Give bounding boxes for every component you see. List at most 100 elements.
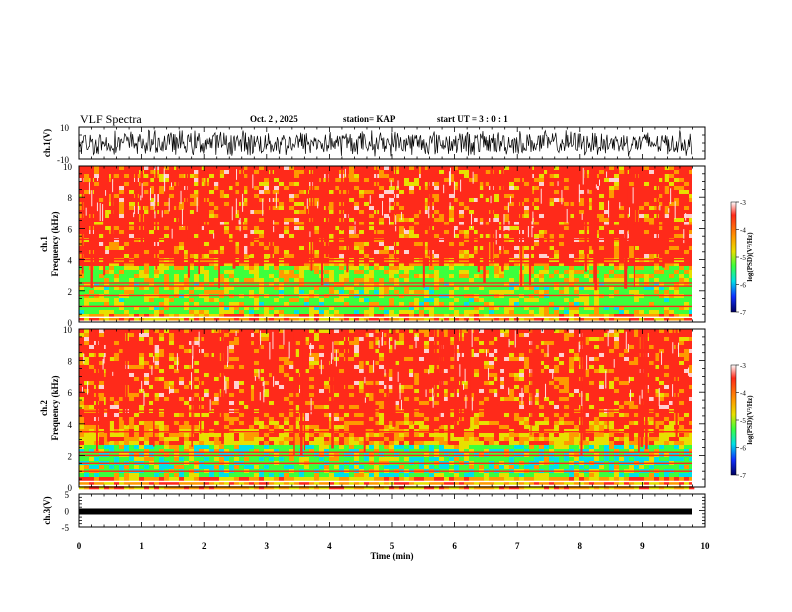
spectrogram-cell <box>609 242 615 247</box>
spectrogram-cell <box>214 254 220 259</box>
spectrogram-cell <box>359 234 365 239</box>
spectrogram-cell <box>444 290 450 295</box>
spectrogram-cell <box>664 286 670 291</box>
spectrogram-cell <box>184 282 190 287</box>
spectrogram-cell <box>569 170 575 175</box>
spectrogram-cell <box>214 194 220 199</box>
spectrogram-cell <box>169 262 175 267</box>
spectrogram-cell <box>124 310 130 315</box>
spectrogram-cell <box>369 314 375 319</box>
spectrogram-cell <box>554 238 560 243</box>
spectrogram-cell <box>649 266 655 271</box>
spectrogram-cell <box>179 254 185 259</box>
spectrogram-cell <box>84 186 90 191</box>
spectrogram-cell <box>454 170 460 175</box>
spectrogram-cell <box>504 318 510 323</box>
spectrogram-cell <box>444 302 450 307</box>
spectrogram-cell <box>334 314 340 319</box>
spectrogram-cell <box>644 242 650 247</box>
spectrogram-cell <box>234 310 240 315</box>
spectrogram-cell <box>104 314 110 319</box>
spectrogram-cell <box>119 182 125 187</box>
spectrogram-cell <box>389 230 395 235</box>
spectrogram-cell <box>504 314 510 319</box>
spectrogram-speckle <box>674 201 676 219</box>
spectrogram-cell <box>249 170 255 175</box>
spectrogram-cell <box>599 238 605 243</box>
spectrogram-cell <box>164 226 170 231</box>
spectrogram-cell <box>184 242 190 247</box>
spectrogram-cell <box>254 198 260 203</box>
spectrogram-cell <box>354 306 360 311</box>
spectrogram-speckle <box>531 221 533 238</box>
spectrogram-cell <box>479 218 485 223</box>
spectrogram-cell <box>159 242 165 247</box>
spectrogram-streak <box>185 166 188 240</box>
spectrogram-cell <box>179 194 185 199</box>
spectrogram-cell <box>329 266 335 271</box>
spectrogram-cell <box>414 206 420 211</box>
spectrogram-cell <box>549 262 555 267</box>
spectrogram-cell <box>614 310 620 315</box>
spectrogram-cell <box>234 254 240 259</box>
spectrogram-cell <box>649 186 655 191</box>
spectrogram-cell <box>384 230 390 235</box>
spectrogram-cell <box>449 178 455 183</box>
spectrogram-cell <box>174 306 180 311</box>
spectrogram-cell <box>509 170 515 175</box>
spectrogram-cell <box>419 318 425 323</box>
spectrogram-cell <box>334 198 340 203</box>
spectrogram-cell <box>574 206 580 211</box>
spectrogram-cell <box>664 278 670 283</box>
spectrogram-cell <box>84 230 90 235</box>
spectrogram-cell <box>439 234 445 239</box>
spectrogram-cell <box>294 278 300 283</box>
spectrogram-cell <box>434 174 440 179</box>
spectrogram-cell <box>259 174 265 179</box>
spectrogram-cell <box>439 166 445 171</box>
spectrogram-cell <box>449 166 455 171</box>
spectrogram-cell <box>414 178 420 183</box>
spectrogram-cell <box>619 222 625 227</box>
spectrogram-cell <box>629 166 635 171</box>
spectrogram-cell <box>559 170 565 175</box>
spectrogram-cell <box>99 170 105 175</box>
spectrogram-cell <box>254 318 260 323</box>
spectrogram-cell <box>579 310 585 315</box>
spectrogram-cell <box>234 298 240 303</box>
spectrogram-cell <box>474 230 480 235</box>
spectrogram-cell <box>119 190 125 195</box>
spectrogram-cell <box>199 266 205 271</box>
spectrogram-cell <box>349 262 355 267</box>
spectrogram-cell <box>114 214 120 219</box>
spectrogram-cell <box>444 282 450 287</box>
spectrogram-cell <box>359 246 365 251</box>
spectrogram-cell <box>574 246 580 251</box>
spectrogram-cell <box>479 282 485 287</box>
spectrogram-cell <box>614 190 620 195</box>
spectrogram-cell <box>509 186 515 191</box>
spectrogram-cell <box>264 242 270 247</box>
spectrogram-cell <box>79 393 85 398</box>
spectrogram-cell <box>629 214 635 219</box>
spectrogram-cell <box>314 230 320 235</box>
spectrogram-cell <box>464 198 470 203</box>
spectrogram-cell <box>94 186 100 191</box>
spectrogram-cell <box>399 234 405 239</box>
spectrogram-cell <box>574 298 580 303</box>
spectrogram-cell <box>359 286 365 291</box>
spectrogram-cell <box>364 246 370 251</box>
spectrogram-cell <box>474 286 480 291</box>
spectrogram-cell <box>214 206 220 211</box>
spectrogram-cell <box>384 254 390 259</box>
spectrogram-cell <box>539 222 545 227</box>
spectrogram-cell <box>614 174 620 179</box>
spectrogram-cell <box>664 314 670 319</box>
spectrogram-cell <box>554 250 560 255</box>
spectrogram-cell <box>589 238 595 243</box>
spectrogram-cell <box>684 250 690 255</box>
spectrogram-cell <box>424 238 430 243</box>
spectrogram-cell <box>79 210 85 215</box>
spectrogram-cell <box>419 278 425 283</box>
spectrogram-cell <box>559 186 565 191</box>
